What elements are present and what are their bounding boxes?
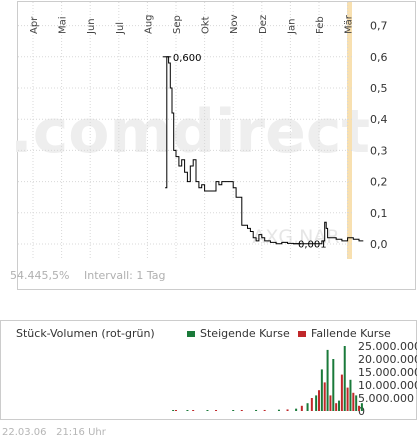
volume-bar-rising: [232, 410, 235, 411]
volume-bar-rising: [277, 409, 280, 411]
month-label: Jun: [86, 18, 97, 35]
volume-bar-rising: [295, 408, 298, 411]
interval-label: Intervall: 1 Tag: [84, 269, 166, 282]
volume-bar-falling: [175, 410, 177, 411]
y-tick-label: 0,7: [370, 20, 388, 33]
y-tick-label: 0,4: [370, 113, 388, 126]
volume-bar-rising: [306, 403, 309, 411]
plot-right-band: [347, 2, 352, 259]
comdirect-watermark: .comdirect: [10, 97, 370, 167]
volume-y-tick-label: 15.000.000: [358, 366, 417, 379]
y-tick-label: 0,3: [370, 144, 388, 157]
volume-bar-falling: [286, 409, 289, 411]
month-label: Dez: [258, 15, 269, 34]
legend-falling-swatch: [298, 331, 306, 337]
volume-y-tick-label: 5.000.000: [358, 392, 414, 405]
volume-bar-rising: [338, 400, 341, 411]
volume-y-tick-label: 0: [358, 405, 365, 418]
volume-bar-falling: [192, 410, 195, 411]
price-grid: [18, 2, 352, 259]
volume-bar-rising: [186, 410, 189, 411]
month-label: Apr: [29, 16, 40, 34]
volume-bar-falling: [310, 398, 313, 411]
month-labels: Apr Mai Jun Jul Aug Sep Okt Nov Dez Jan Feb Mär: [29, 14, 355, 35]
low-label: 0,001: [298, 240, 327, 251]
month-label: Jan: [286, 19, 297, 35]
volume-bar-falling: [300, 405, 303, 411]
volume-bar-falling: [340, 374, 343, 411]
legend-falling-label: Fallende Kurse: [311, 327, 391, 340]
volume-y-tick-label: 20.000.000: [358, 353, 417, 366]
volume-bars: [172, 346, 363, 411]
volume-bar-falling: [215, 410, 218, 411]
volume-bar-falling: [358, 405, 361, 411]
month-label: Nov: [229, 14, 240, 34]
volume-bar-rising: [349, 379, 352, 411]
volume-bar-rising: [355, 395, 358, 411]
volume-y-tick-label: 25.000.000: [358, 340, 417, 353]
month-label: Mär: [344, 14, 355, 34]
timestamp-line: 22.03.06 21:16 Uhr: [2, 427, 106, 438]
high-label: 0,600: [173, 53, 202, 64]
volume-bar-falling: [240, 410, 243, 411]
volume-bar-rising: [343, 346, 346, 411]
price-series-line: [165, 56, 364, 245]
volume-bar-rising: [315, 395, 318, 411]
price-y-axis: 0,7 0,6 0,5 0,4 0,3 0,2 0,1 0,0: [370, 20, 388, 251]
volume-bar-falling: [352, 392, 355, 411]
y-tick-label: 0,6: [370, 51, 388, 64]
legend: Steigende Kurse Fallende Kurse: [187, 327, 391, 340]
month-label: Jul: [115, 22, 126, 35]
volume-chart-title: Stück-Volumen (rot-grün): [16, 327, 155, 340]
volume-percent: 54.445,5%: [10, 269, 69, 282]
volume-bar-rising: [326, 349, 329, 411]
volume-y-tick-label: 10.000.000: [358, 379, 417, 392]
volume-y-axis: 25.000.00020.000.00015.000.00010.000.000…: [358, 340, 417, 418]
month-label: Sep: [172, 15, 183, 34]
volume-bar-rising: [172, 410, 175, 411]
volume-bar-rising: [332, 359, 335, 411]
volume-bar-falling: [263, 409, 266, 411]
legend-rising-label: Steigende Kurse: [200, 327, 290, 340]
volume-bar-falling: [346, 387, 349, 411]
month-label: Mai: [58, 16, 69, 34]
price-chart: .comdirect AXG.NAR Apr Mai Jun Jul Aug Sep Okt…: [10, 1, 416, 290]
month-label: Okt: [201, 16, 212, 34]
y-tick-label: 0,1: [370, 207, 388, 220]
month-label: Feb: [315, 16, 326, 34]
legend-rising-swatch: [187, 331, 195, 337]
y-tick-label: 0,0: [370, 238, 388, 251]
month-label: Aug: [143, 14, 154, 34]
volume-bar-rising: [320, 369, 323, 411]
volume-chart: Stück-Volumen (rot-grün) Steigende Kurse…: [0, 320, 417, 420]
y-tick-label: 0,5: [370, 82, 388, 95]
volume-bar-rising: [206, 410, 209, 411]
volume-bar-falling: [329, 395, 332, 411]
y-tick-label: 0,2: [370, 176, 388, 189]
volume-bar-rising: [255, 409, 258, 411]
timestamp-date: 22.03.06: [2, 427, 47, 438]
price-annotations: 0,600 0,001: [162, 53, 327, 251]
timestamp-time: 21:16 Uhr: [56, 427, 106, 438]
volume-bar-falling: [335, 403, 338, 411]
volume-bar-rising: [360, 403, 363, 411]
volume-bar-falling: [323, 382, 326, 411]
volume-bar-falling: [318, 390, 320, 411]
